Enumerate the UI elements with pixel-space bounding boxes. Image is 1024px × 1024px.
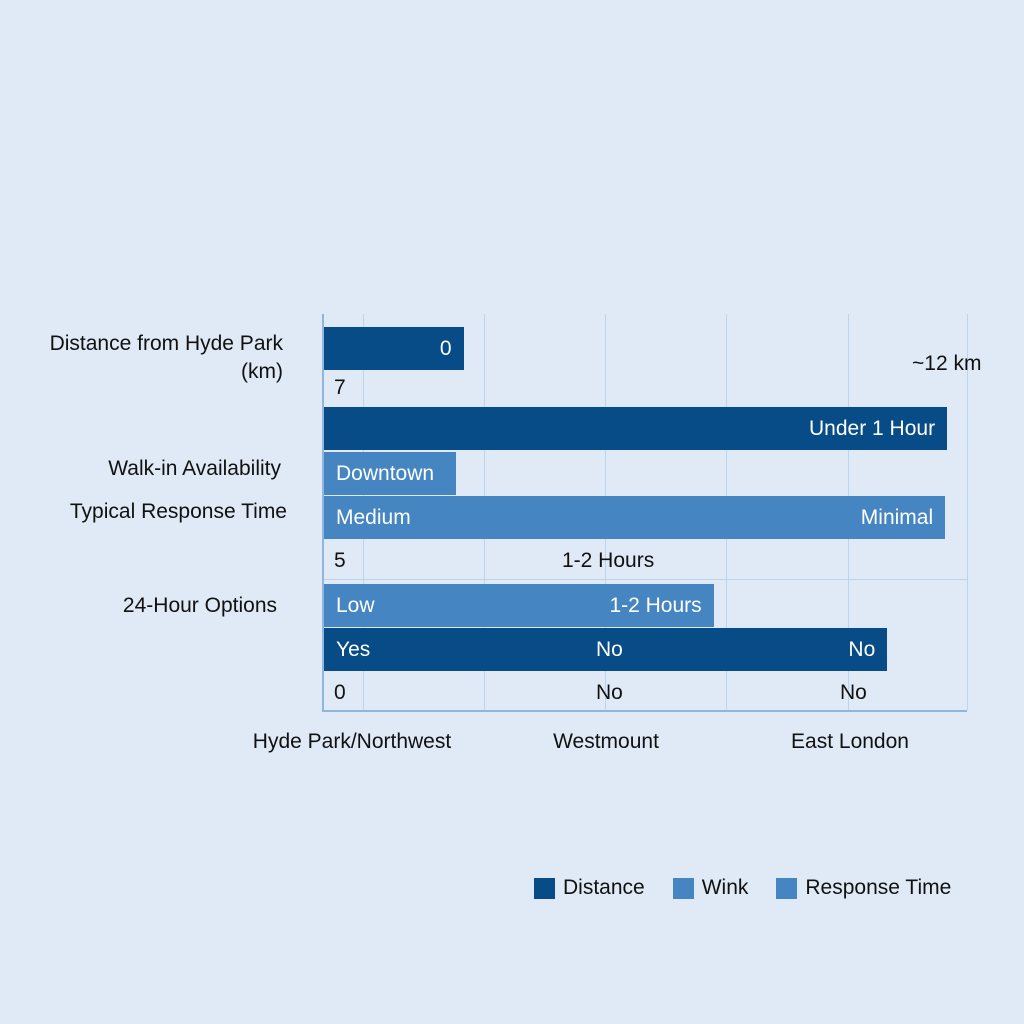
bar: Under 1 Hour: [324, 407, 948, 450]
bar-label: Low: [336, 594, 375, 617]
bar-label: 1-2 Hours: [609, 594, 702, 617]
x-tick-label: East London: [791, 730, 909, 753]
legend: Distance Wink Response Time: [534, 876, 951, 900]
bar-label: Under 1 Hour: [809, 417, 936, 440]
annotation: 5: [334, 549, 346, 572]
gridline-horizontal: [324, 579, 967, 580]
bar: Medium Minimal: [324, 496, 946, 539]
plot-area: 0 Under 1 Hour Downtown Medium Minimal Low 1-2…: [322, 314, 968, 712]
legend-item-response-time: Response Time: [776, 876, 951, 900]
x-tick-label: Hyde Park/Northwest: [252, 730, 452, 753]
bar: Low 1-2 Hours: [324, 584, 714, 627]
annotation: ~12 km: [912, 352, 982, 375]
annotation: No: [840, 681, 867, 704]
legend-item-wink: Wink: [672, 876, 748, 900]
x-tick-label: Westmount: [553, 730, 659, 753]
bar-label: 0: [439, 337, 452, 360]
y-label-response-time: Typical Response Time: [69, 500, 287, 523]
bar: Yes No No: [324, 628, 888, 671]
bar-label: No: [596, 638, 623, 661]
annotation: 1-2 Hours: [562, 549, 655, 572]
bar: Downtown: [324, 452, 456, 495]
bar: 0: [324, 327, 464, 370]
y-label-line: Distance from Hyde Park: [49, 332, 283, 355]
y-label-line: (km): [241, 360, 283, 383]
bar-label: No: [848, 638, 876, 661]
annotation: No: [596, 681, 623, 704]
bar-label: Yes: [336, 638, 371, 661]
y-label-walk-in: Walk-in Availability: [108, 457, 281, 480]
legend-swatch: [672, 877, 694, 899]
bar-label: Medium: [336, 506, 411, 529]
y-label-24-hour: 24-Hour Options: [122, 594, 277, 617]
legend-swatch: [534, 877, 555, 899]
y-label-distance: Distance from Hyde Park (km): [50, 330, 283, 386]
bar-label: Minimal: [860, 506, 934, 529]
bar-label: Downtown: [336, 462, 435, 485]
annotation: 0: [334, 681, 346, 704]
legend-swatch: [776, 877, 798, 899]
annotation: 7: [334, 376, 346, 399]
gridline-vertical: [967, 314, 968, 710]
legend-item-distance: Distance: [534, 876, 645, 900]
